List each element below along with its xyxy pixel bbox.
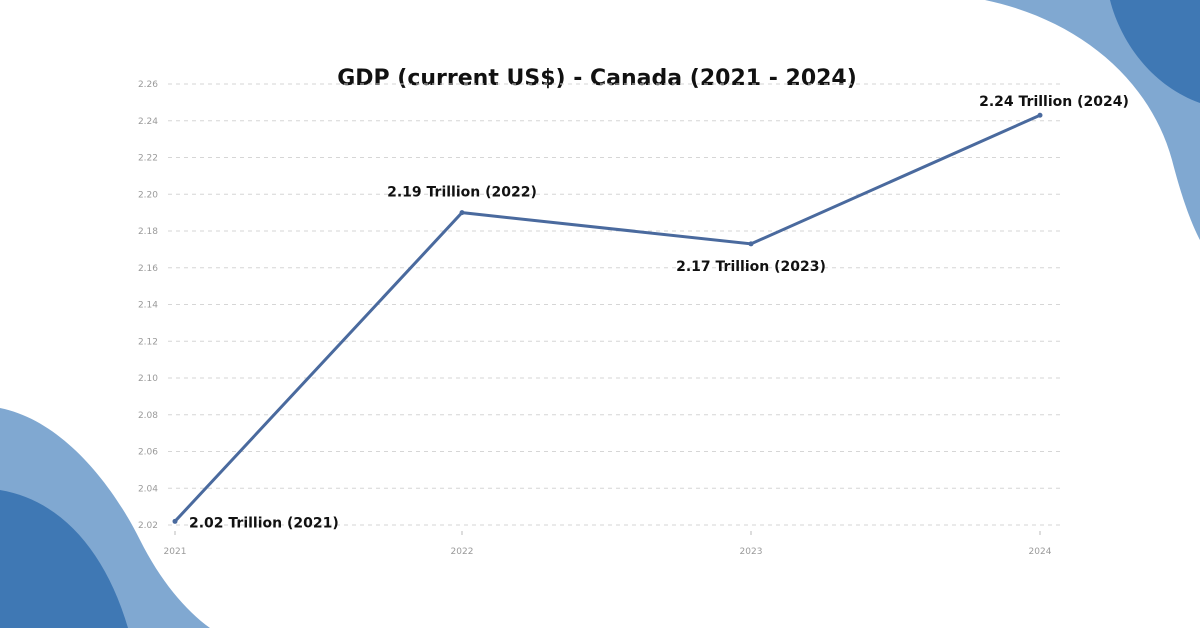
data-label: 2.19 Trillion (2022) (387, 185, 537, 201)
gridlines (168, 83, 1062, 526)
data-label: 2.02 Trillion (2021) (189, 515, 339, 531)
data-point (172, 518, 178, 524)
x-tick-label: 2023 (740, 547, 763, 557)
y-tick-label: 2.16 (138, 264, 158, 274)
x-tick-label: 2021 (164, 547, 187, 557)
y-tick-label: 2.14 (138, 301, 158, 311)
blob-top-right-dark (1110, 0, 1200, 103)
data-point (459, 210, 465, 216)
chart-title: GDP (current US$) - Canada (2021 - 2024) (337, 66, 857, 91)
y-tick-label: 2.02 (138, 521, 158, 531)
y-tick-label: 2.26 (138, 80, 158, 90)
data-label: 2.24 Trillion (2024) (979, 94, 1129, 110)
x-tick-label: 2022 (451, 547, 474, 557)
y-axis: 2.02 2.04 2.06 2.08 2.10 2.12 2.14 2.16 2.18 2.20… (138, 80, 158, 531)
data-point (1037, 112, 1043, 118)
y-tick-label: 2.20 (138, 190, 158, 200)
series-line (172, 112, 1043, 524)
y-tick-label: 2.06 (138, 448, 158, 458)
data-labels: 2.02 Trillion (2021) 2.19 Trillion (2022)… (189, 94, 1129, 531)
y-tick-label: 2.18 (138, 227, 158, 237)
gdp-line (173, 113, 1041, 523)
data-label: 2.17 Trillion (2023) (676, 259, 826, 275)
y-tick-label: 2.08 (138, 411, 158, 421)
y-tick-label: 2.12 (138, 337, 158, 347)
y-tick-label: 2.04 (138, 484, 158, 494)
y-tick-label: 2.22 (138, 154, 158, 164)
x-axis: 2021 2022 2023 2024 (164, 531, 1052, 557)
blob-bottom-left-dark (0, 490, 128, 628)
y-tick-label: 2.24 (138, 117, 158, 127)
x-tick-label: 2024 (1029, 547, 1052, 557)
y-tick-label: 2.10 (138, 374, 158, 384)
data-point (748, 241, 754, 247)
